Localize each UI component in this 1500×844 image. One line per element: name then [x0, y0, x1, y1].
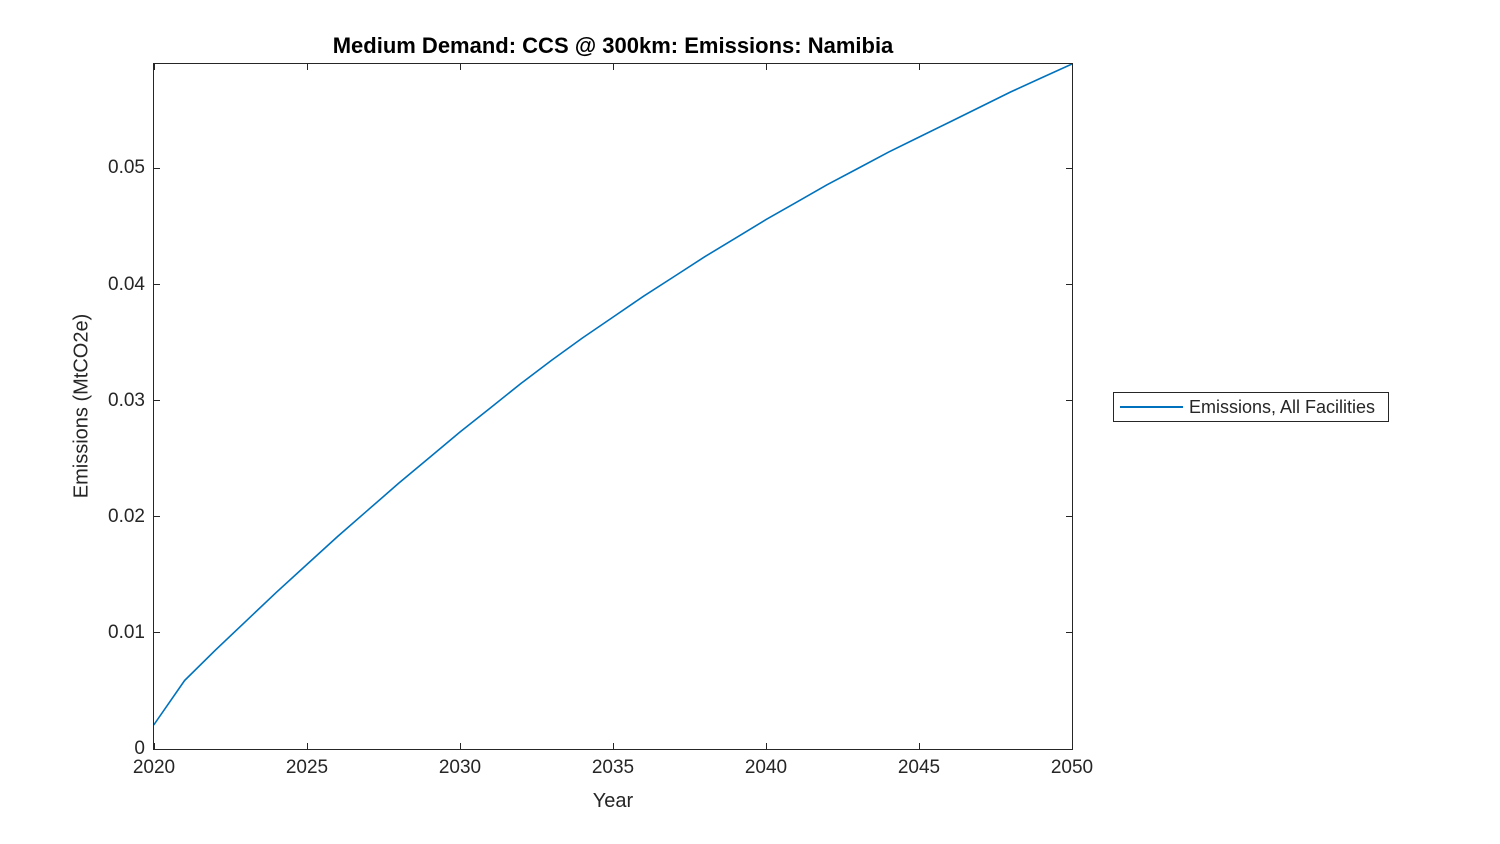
y-axis-tick-label: 0.02	[108, 505, 145, 527]
x-tick-mark	[459, 743, 461, 749]
x-axis-tick-label: 2025	[285, 757, 329, 778]
y-tick-mark-mirror	[1066, 284, 1072, 286]
x-tick-mark	[306, 743, 308, 749]
y-tick-mark-mirror	[1066, 167, 1072, 169]
legend-box: Emissions, All Facilities	[1113, 392, 1389, 422]
emissions-series-line	[154, 64, 1072, 726]
y-axis-tick-label: 0.05	[108, 157, 145, 179]
x-tick-mark	[918, 743, 920, 749]
line-chart-svg	[154, 64, 1072, 726]
x-tick-mark	[153, 743, 155, 749]
chart-title: Medium Demand: CCS @ 300km: Emissions: N…	[332, 33, 894, 58]
x-tick-mark-mirror	[765, 64, 767, 70]
legend-entry-label: Emissions, All Facilities	[1189, 396, 1376, 417]
y-tick-mark-mirror	[1066, 400, 1072, 402]
y-axis-tick-label: 0	[134, 738, 145, 759]
x-tick-mark	[612, 743, 614, 749]
y-axis-tick-label: 0.01	[108, 621, 145, 643]
y-tick-mark	[154, 516, 160, 518]
y-tick-mark-mirror	[1066, 748, 1072, 750]
y-tick-mark	[154, 284, 160, 286]
x-tick-mark	[1071, 743, 1073, 749]
y-tick-mark	[154, 748, 160, 750]
y-tick-mark	[154, 400, 160, 402]
y-tick-mark-mirror	[1066, 632, 1072, 634]
x-axis-tick-label: 2050	[1050, 757, 1094, 778]
x-axis-tick-label: 2030	[438, 757, 482, 778]
y-axis-tick-label: 0.04	[108, 273, 145, 295]
x-axis-tick-label: 2020	[132, 757, 176, 778]
plot-area	[153, 63, 1073, 750]
x-tick-mark-mirror	[459, 64, 461, 70]
legend-line-sample-icon	[1120, 406, 1183, 408]
x-tick-mark-mirror	[1071, 64, 1073, 70]
y-axis-tick-label: 0.03	[108, 389, 145, 411]
x-axis-tick-label: 2035	[591, 757, 635, 778]
x-tick-mark-mirror	[306, 64, 308, 70]
x-axis-tick-label: 2045	[897, 757, 941, 778]
y-tick-mark-mirror	[1066, 516, 1072, 518]
x-tick-mark-mirror	[612, 64, 614, 70]
x-axis-tick-label: 2040	[744, 757, 788, 778]
x-tick-mark-mirror	[153, 64, 155, 70]
y-tick-mark	[154, 167, 160, 169]
x-axis-label: Year	[592, 790, 634, 812]
x-tick-mark-mirror	[918, 64, 920, 70]
x-tick-mark	[765, 743, 767, 749]
y-tick-mark	[154, 632, 160, 634]
